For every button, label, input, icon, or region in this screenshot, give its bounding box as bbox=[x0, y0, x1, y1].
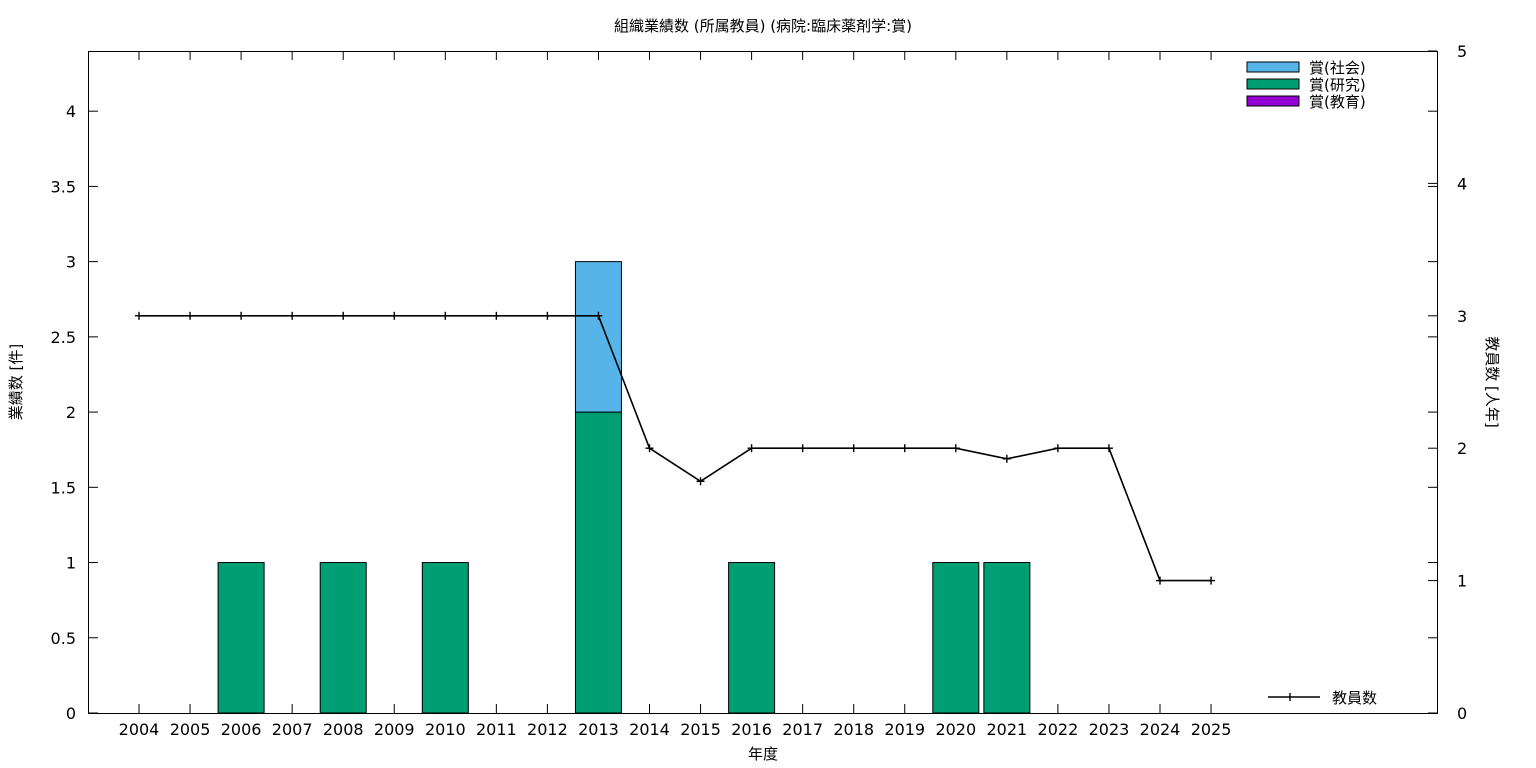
x-tick-label: 2006 bbox=[221, 720, 262, 739]
x-tick-label: 2019 bbox=[884, 720, 925, 739]
line-point-2021 bbox=[1002, 454, 1011, 463]
line-point-2005 bbox=[186, 311, 195, 320]
y2-tick-label: 2 bbox=[1457, 439, 1467, 458]
x-tick-label: 2009 bbox=[374, 720, 415, 739]
line-point-2019 bbox=[900, 444, 909, 453]
x-tick-label: 2016 bbox=[731, 720, 772, 739]
legend: 賞(社会)賞(研究)賞(教育) 教員数 bbox=[1246, 59, 1377, 707]
x-tick-label: 2025 bbox=[1191, 720, 1232, 739]
y-tick-label: 0.5 bbox=[51, 629, 76, 648]
bar-2016-賞(研究) bbox=[728, 562, 776, 714]
x-tick-label: 2011 bbox=[476, 720, 517, 739]
y-tick-label: 2.5 bbox=[51, 328, 76, 347]
y2-tick-label: 4 bbox=[1457, 174, 1467, 193]
y-tick-label: 1 bbox=[66, 554, 76, 573]
line-point-2020 bbox=[951, 444, 960, 453]
line-point-2004 bbox=[135, 311, 143, 320]
bar-2008-賞(研究) bbox=[319, 562, 367, 714]
x-tick-label: 2008 bbox=[323, 720, 364, 739]
legend-swatch bbox=[1246, 78, 1300, 90]
line-point-2010 bbox=[441, 311, 450, 320]
y-tick-label: 3.5 bbox=[51, 177, 76, 196]
line-point-2016 bbox=[747, 444, 756, 453]
y2-tick-label: 3 bbox=[1457, 307, 1467, 326]
x-tick-label: 2012 bbox=[527, 720, 568, 739]
line-point-2007 bbox=[288, 311, 297, 320]
legend-label: 賞(研究) bbox=[1309, 76, 1366, 94]
x-tick-label: 2022 bbox=[1038, 720, 1079, 739]
legend-line-item: 教員数 bbox=[1268, 689, 1377, 707]
bar-2013-賞(社会) bbox=[574, 261, 622, 413]
line-point-2011 bbox=[492, 311, 501, 320]
x-tick-label: 2015 bbox=[680, 720, 721, 739]
x-tick-label: 2010 bbox=[425, 720, 466, 739]
x-tick-label: 2021 bbox=[986, 720, 1027, 739]
y-tick-label: 3 bbox=[66, 253, 76, 272]
bar-2020-賞(研究) bbox=[932, 562, 980, 714]
line-point-2017 bbox=[798, 444, 807, 453]
bar-2021-賞(研究) bbox=[983, 562, 1031, 714]
line-point-2009 bbox=[390, 311, 399, 320]
x-tick-label: 2005 bbox=[170, 720, 211, 739]
chart-title: 組織業績数 (所属教員) (病院:臨床薬剤学:賞) bbox=[614, 17, 912, 35]
legend-swatch bbox=[1246, 61, 1300, 73]
bar-2013-賞(研究) bbox=[574, 411, 622, 714]
y-tick-label: 1.5 bbox=[51, 478, 76, 497]
bar-2010-賞(研究) bbox=[421, 562, 469, 714]
line-group bbox=[135, 311, 1216, 585]
x-axis-title: 年度 bbox=[748, 745, 778, 763]
y-tick-label: 0 bbox=[66, 704, 76, 723]
x-axis: 2004 2005 2006 2007 2008 2009 2010 2011 2012 2013… bbox=[119, 51, 1232, 739]
line-point-2025 bbox=[1207, 576, 1216, 585]
legend-label: 賞(社会) bbox=[1309, 59, 1366, 77]
y-axis-left: 0 0.5 1 1.5 2 2.5 3 3.5 4 bbox=[51, 102, 1437, 723]
line-point-2022 bbox=[1053, 444, 1062, 453]
bar-group bbox=[217, 261, 1031, 714]
legend-swatch bbox=[1246, 95, 1300, 107]
line-point-2014 bbox=[645, 444, 654, 453]
bar-2006-賞(研究) bbox=[217, 562, 265, 714]
line-point-2013 bbox=[594, 311, 603, 320]
x-tick-label: 2017 bbox=[782, 720, 823, 739]
x-tick-label: 2014 bbox=[629, 720, 670, 739]
x-tick-label: 2013 bbox=[578, 720, 619, 739]
y-axis-right: 0 1 2 3 4 5 bbox=[1428, 42, 1467, 723]
line-point-2018 bbox=[849, 444, 858, 453]
line-point-2024 bbox=[1156, 576, 1164, 585]
x-tick-label: 2023 bbox=[1089, 720, 1130, 739]
line-point-2023 bbox=[1104, 444, 1113, 453]
x-tick-label: 2018 bbox=[833, 720, 874, 739]
line-series-教員数 bbox=[139, 314, 1212, 582]
line-point-2008 bbox=[339, 311, 348, 320]
y-tick-label: 4 bbox=[66, 102, 76, 121]
x-tick-label: 2007 bbox=[272, 720, 313, 739]
line-point-2015 bbox=[696, 477, 705, 486]
legend-line-label: 教員数 bbox=[1332, 689, 1377, 707]
x-tick-label: 2020 bbox=[935, 720, 976, 739]
x-tick-label: 2024 bbox=[1140, 720, 1181, 739]
y2-tick-label: 0 bbox=[1457, 704, 1467, 723]
x-tick-label: 2004 bbox=[119, 720, 160, 739]
y-tick-label: 2 bbox=[66, 403, 76, 422]
y2-tick-label: 5 bbox=[1457, 42, 1467, 61]
y2-tick-label: 1 bbox=[1457, 572, 1467, 591]
y-axis-title: 業績数 [件] bbox=[7, 344, 25, 420]
legend-label: 賞(教育) bbox=[1309, 93, 1366, 111]
line-point-2012 bbox=[543, 311, 552, 320]
y2-axis-title: 教員数 [人年] bbox=[1483, 336, 1501, 427]
line-point-2006 bbox=[237, 311, 246, 320]
